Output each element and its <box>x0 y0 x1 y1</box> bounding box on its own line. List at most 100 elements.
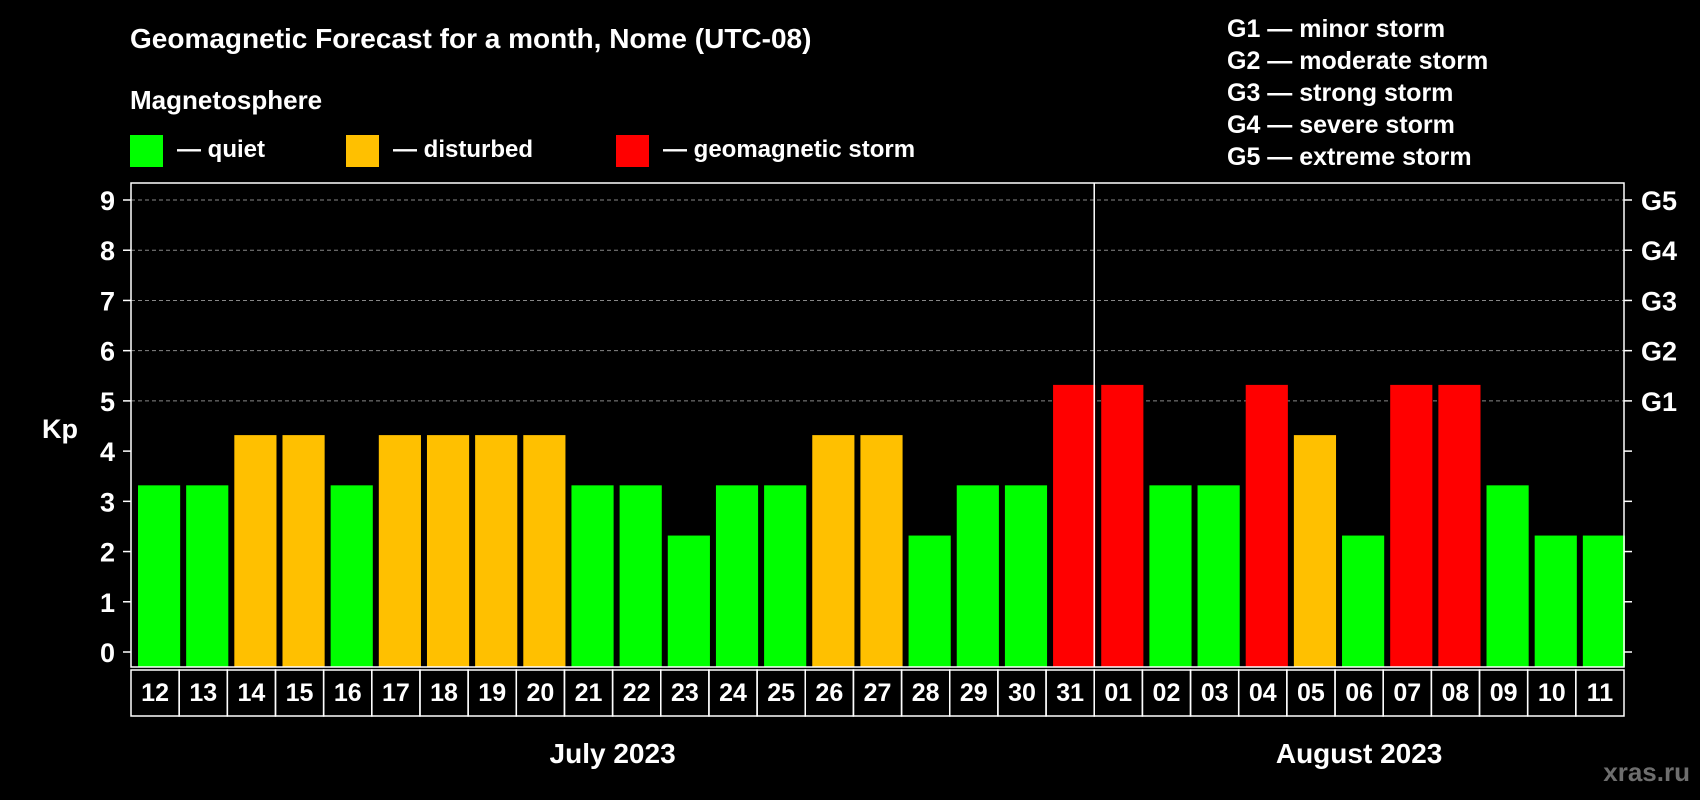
g-scale-g3: G3 — strong storm <box>1227 79 1453 107</box>
legend-label-storm: — geomagnetic storm <box>663 136 915 163</box>
legend-label-disturbed: — disturbed <box>393 136 533 163</box>
bar <box>378 435 421 667</box>
g-axis-ticks: G1 G2 G3 G4 G5 <box>1624 186 1677 653</box>
y-tick-label: 7 <box>100 286 115 316</box>
bar <box>426 435 470 667</box>
day-label: 27 <box>864 679 892 707</box>
chart-title: Geomagnetic Forecast for a month, Nome (… <box>130 23 811 54</box>
bar <box>571 485 614 667</box>
day-label: 29 <box>960 679 988 707</box>
legend-swatch-quiet <box>130 135 163 167</box>
day-label: 21 <box>575 679 603 707</box>
g-scale-g2: G2 — moderate storm <box>1227 47 1488 75</box>
bar <box>1004 485 1048 667</box>
day-label: 07 <box>1393 679 1421 707</box>
y-tick-label: 4 <box>100 437 115 467</box>
day-label: 14 <box>237 679 265 707</box>
legend-swatch-storm <box>616 135 649 167</box>
day-label: 05 <box>1297 679 1325 707</box>
month-label: August 2023 <box>1276 738 1443 769</box>
g-level-label: G5 <box>1641 186 1677 216</box>
plot-frame <box>130 182 1625 668</box>
bar <box>1582 535 1625 667</box>
month-label: July 2023 <box>550 738 676 769</box>
bar <box>1534 535 1577 667</box>
bar <box>956 485 999 667</box>
grid-lines <box>131 199 1624 402</box>
bar <box>908 535 951 667</box>
watermark: xras.ru <box>1603 757 1690 787</box>
day-label: 19 <box>478 679 506 707</box>
g-level-label: G4 <box>1641 236 1677 266</box>
day-label: 30 <box>1008 679 1036 707</box>
bar <box>667 535 710 667</box>
y-tick-label: 2 <box>100 538 115 568</box>
bar <box>330 485 373 667</box>
bar <box>138 485 181 667</box>
y-tick-label: 8 <box>100 236 115 266</box>
legend-swatch-disturbed <box>346 135 379 167</box>
bar <box>1342 535 1385 667</box>
day-label: 31 <box>1056 679 1084 707</box>
day-label: 16 <box>334 679 362 707</box>
legend-label-quiet: — quiet <box>177 136 265 163</box>
month-labels: July 2023 August 2023 <box>550 738 1443 769</box>
g-scale-legend: G1 — minor storm G2 — moderate storm G3 … <box>1227 15 1488 171</box>
g-scale-g4: G4 — severe storm <box>1227 111 1455 139</box>
day-label: 28 <box>912 679 940 707</box>
day-label: 18 <box>430 679 458 707</box>
g-scale-g5: G5 — extreme storm <box>1227 143 1472 171</box>
day-label: 24 <box>719 679 747 707</box>
y-tick-label: 6 <box>100 337 115 367</box>
bar <box>1390 384 1433 667</box>
day-label: 06 <box>1345 679 1373 707</box>
bar <box>1438 384 1481 667</box>
bar <box>475 435 518 667</box>
bar <box>1101 384 1144 667</box>
day-label: 23 <box>671 679 699 707</box>
bar <box>1486 485 1529 667</box>
bar <box>1245 384 1288 667</box>
day-cell <box>1575 669 1625 717</box>
day-labels: 12 13 14 15 16 17 18 19 20 21 22 23 24 25 26 27 28 29 30 31… <box>130 669 1625 717</box>
y-axis-label: Kp <box>42 414 78 444</box>
y-tick-label: 9 <box>100 186 115 216</box>
day-label: 22 <box>623 679 651 707</box>
bar <box>715 485 759 667</box>
g-level-label: G1 <box>1641 387 1677 417</box>
day-label: 11 <box>1587 679 1614 707</box>
day-label: 25 <box>767 679 795 707</box>
y-tick-label: 1 <box>100 588 115 618</box>
bar <box>812 435 855 667</box>
bar <box>860 435 903 667</box>
bar <box>1293 435 1337 667</box>
bar <box>234 435 277 667</box>
bar <box>764 485 807 667</box>
day-label: 15 <box>286 679 314 707</box>
day-label: 08 <box>1442 679 1470 707</box>
day-label: 20 <box>526 679 554 707</box>
bar <box>1197 485 1240 667</box>
day-label: 01 <box>1104 679 1132 707</box>
day-label: 09 <box>1490 679 1518 707</box>
g-level-label: G2 <box>1641 337 1677 367</box>
axes <box>130 182 1625 668</box>
bar <box>1053 384 1096 667</box>
day-label: 12 <box>141 679 169 707</box>
day-label: 04 <box>1249 679 1277 707</box>
bar <box>282 435 325 667</box>
y-tick-label: 0 <box>100 638 115 668</box>
day-label: 17 <box>382 679 410 707</box>
day-label: 13 <box>189 679 217 707</box>
g-level-label: G3 <box>1641 286 1677 316</box>
day-label: 10 <box>1538 679 1566 707</box>
day-label: 02 <box>1153 679 1181 707</box>
bars <box>138 384 1625 667</box>
bar <box>523 435 566 667</box>
y-ticks: 0 1 2 3 4 5 6 7 8 9 <box>100 186 131 668</box>
g-scale-g1: G1 — minor storm <box>1227 15 1445 43</box>
bar <box>1149 485 1192 667</box>
y-tick-label: 3 <box>100 487 115 517</box>
y-tick-label: 5 <box>100 387 115 417</box>
